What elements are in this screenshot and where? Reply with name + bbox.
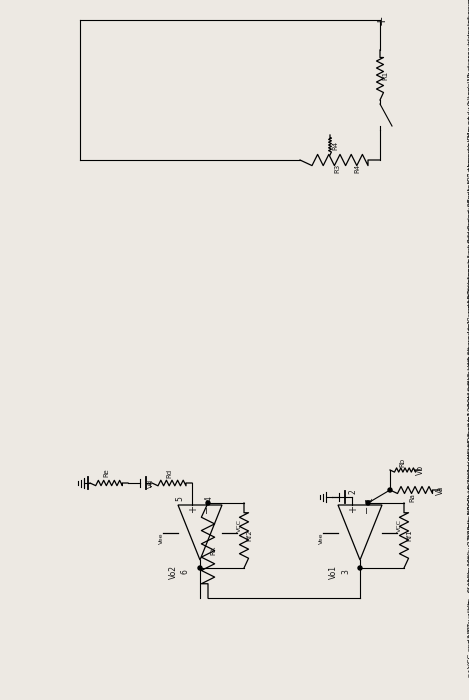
Text: R4: R4 xyxy=(354,163,360,173)
Text: Rf1: Rf1 xyxy=(406,530,412,541)
Text: R1: R1 xyxy=(382,71,388,80)
Text: Inductance L = 8 Henries.  Switch S closed at time t = 0.  .a) What are values o: Inductance L = 8 Henries. Switch S close… xyxy=(468,0,469,298)
Text: Vee: Vee xyxy=(318,533,324,544)
Text: −: − xyxy=(363,505,372,513)
Circle shape xyxy=(198,566,202,570)
Text: 2: 2 xyxy=(348,489,357,494)
Text: Vb: Vb xyxy=(416,465,425,475)
Text: +: + xyxy=(375,15,388,25)
Text: Rd: Rd xyxy=(166,468,172,477)
Text: 6: 6 xyxy=(181,570,190,575)
Text: through inductance, current  IR1 through R1,  and voltage VL across inductance a: through inductance, current IR1 through … xyxy=(468,0,469,286)
Text: RX: RX xyxy=(210,546,216,555)
Circle shape xyxy=(366,501,370,505)
Circle shape xyxy=(388,488,392,492)
Text: Rb: Rb xyxy=(399,457,405,467)
Text: R4: R4 xyxy=(332,141,338,150)
Circle shape xyxy=(358,566,362,570)
Text: 4: 4 xyxy=(205,496,214,501)
Text: Vd: Vd xyxy=(148,478,154,488)
Text: .c)Vo1 = ___________________Vo2=___________: .c)Vo1 = ___________________Vo2=________… xyxy=(468,399,469,555)
Text: +: + xyxy=(348,505,358,513)
Text: .b)Vo1 = ___________________Vo2=___________: .b)Vo1 = ___________________Vo2=________… xyxy=(468,419,469,575)
Text: Vee: Vee xyxy=(159,533,164,544)
Text: .a)Vo1= _______________________  Vo2=___________: .a)Vo1= _______________________ Vo2=____… xyxy=(468,449,469,621)
Text: .Q2 ] No initial energy in Inductor.  V = 240 Volts DC.  Switch S has been open : .Q2 ] No initial energy in Inductor. V =… xyxy=(468,0,469,310)
Text: Re: Re xyxy=(103,469,109,477)
Text: Vo1: Vo1 xyxy=(329,565,338,579)
Text: VCC and VEE values.   (a) Va = Vb = 2 Volts;  Vd = 0 Volts.  What are Vo1 and Vo: VCC and VEE values. (a) Va = Vb = 2 Volt… xyxy=(468,290,469,668)
Circle shape xyxy=(206,501,210,505)
Text: Vo2: Vo2 xyxy=(169,565,178,579)
Text: −: − xyxy=(146,479,156,487)
Text: Ra: Ra xyxy=(409,494,415,503)
Text: .c) Va = Vb = ( 1.0 sin 1000t Volts) , Vd = (1.5 cos 1000t) volts;  What are Vo1: .c) Va = Vb = ( 1.0 sin 1000t Volts) , V… xyxy=(468,199,469,595)
Text: .b) Va = Vb =0 volts; Vd = 2 Volts;  What are Vo1 and Vo2 values at nodes 3 and : .b) Va = Vb =0 volts; Vd = 2 Volts; What… xyxy=(468,348,469,640)
Text: .Q1] Ideal Op.Amp system.  Resistances in Kilo Ohms. Ra = 8K, Rb =4K; Rf1 = RX =: .Q1] Ideal Op.Amp system. Resistances in… xyxy=(468,267,469,680)
Text: +: + xyxy=(188,505,197,513)
Text: 5: 5 xyxy=(175,496,184,501)
Text: 1: 1 xyxy=(365,498,374,503)
Text: R3: R3 xyxy=(334,163,340,173)
Text: VCC: VCC xyxy=(236,519,242,533)
Text: Rf2: Rf2 xyxy=(246,530,252,541)
Text: VCC: VCC xyxy=(396,519,401,533)
Text: −: − xyxy=(202,505,212,513)
Text: Va: Va xyxy=(436,485,445,495)
Text: 3: 3 xyxy=(341,570,350,575)
